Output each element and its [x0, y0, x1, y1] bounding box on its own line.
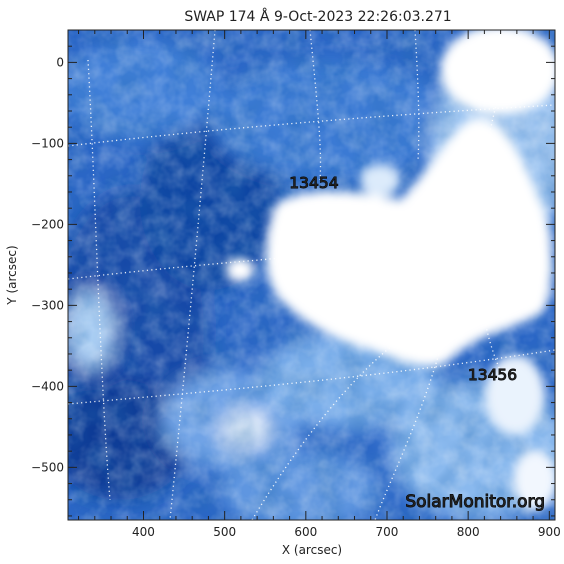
- x-tick-label: 700: [376, 525, 399, 539]
- x-axis: 400 500 600 700 800 900: [78, 30, 561, 539]
- euv-image: [68, 30, 555, 520]
- plot-title: SWAP 174 Å 9-Oct-2023 22:26:03.271: [184, 8, 451, 25]
- y-tick-label: −400: [31, 379, 64, 393]
- heliographic-grid: [68, 30, 555, 520]
- y-tick-label: 0: [56, 55, 64, 69]
- x-tick-label: 400: [132, 525, 155, 539]
- region-label-13456: 13456: [468, 366, 517, 384]
- y-tick-label: −200: [31, 217, 64, 231]
- x-tick-label: 600: [294, 525, 317, 539]
- y-tick-label: −100: [31, 136, 64, 150]
- region-label-13454: 13454: [289, 174, 338, 192]
- x-tick-label: 500: [213, 525, 236, 539]
- y-tick-label: −300: [31, 298, 64, 312]
- x-axis-label: X (arcsec): [282, 543, 342, 557]
- y-tick-label: −500: [31, 460, 64, 474]
- x-tick-label: 900: [538, 525, 561, 539]
- y-axis: 0 −100 −200 −300 −400 −500: [31, 29, 555, 517]
- y-axis-label: Y (arcsec): [5, 245, 19, 305]
- x-tick-label: 800: [457, 525, 480, 539]
- plot-frame: [67, 29, 556, 521]
- watermark: SolarMonitor.org: [405, 492, 545, 512]
